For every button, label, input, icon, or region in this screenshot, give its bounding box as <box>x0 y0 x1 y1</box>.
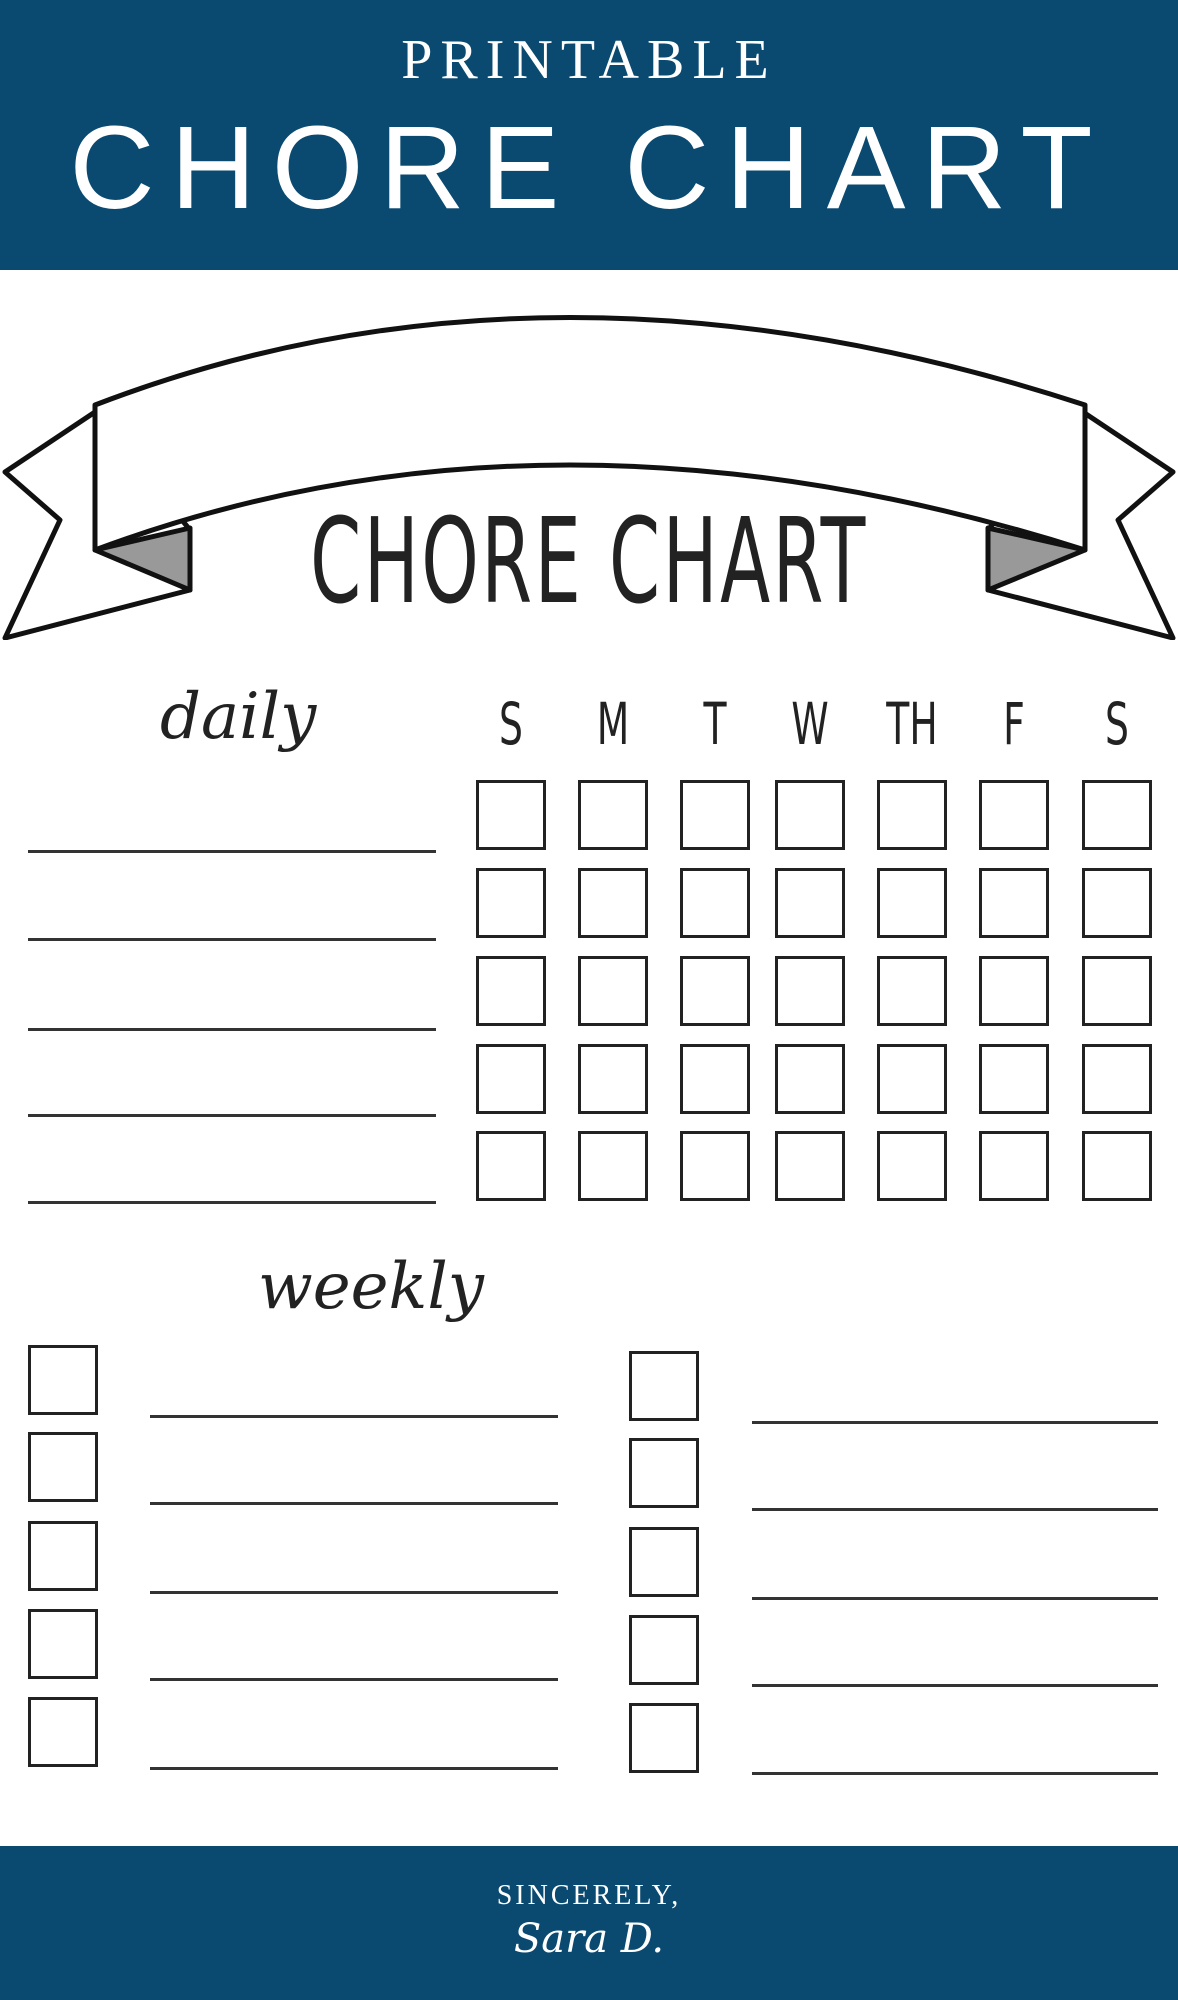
daily-checkbox[interactable] <box>775 868 845 938</box>
weekly-chore-line[interactable] <box>150 1591 558 1594</box>
daily-chore-line[interactable] <box>28 1201 436 1204</box>
header-title: CHORE CHART <box>69 102 1109 234</box>
weekly-chore-line[interactable] <box>752 1508 1158 1511</box>
weekly-chore-line[interactable] <box>752 1772 1158 1775</box>
daily-checkbox[interactable] <box>877 1044 947 1114</box>
weekly-chore-line[interactable] <box>150 1767 558 1770</box>
weekly-chore-line[interactable] <box>752 1421 1158 1424</box>
daily-checkbox[interactable] <box>775 1131 845 1201</box>
daily-checkbox[interactable] <box>979 1044 1049 1114</box>
daily-checkbox[interactable] <box>877 956 947 1026</box>
daily-checkbox[interactable] <box>877 780 947 850</box>
weekly-checkbox[interactable] <box>629 1351 699 1421</box>
daily-checkbox[interactable] <box>680 780 750 850</box>
daily-checkbox[interactable] <box>979 868 1049 938</box>
daily-checkbox[interactable] <box>680 868 750 938</box>
footer-signature: Sara D. <box>513 1916 665 1962</box>
daily-checkbox[interactable] <box>775 956 845 1026</box>
header-banner: PRINTABLE CHORE CHART <box>0 0 1178 270</box>
day-header: W <box>791 690 829 758</box>
weekly-checkbox[interactable] <box>28 1345 98 1415</box>
weekly-chore-line[interactable] <box>150 1502 558 1505</box>
day-header: T <box>703 690 727 758</box>
weekly-chore-line[interactable] <box>752 1684 1158 1687</box>
daily-checkbox[interactable] <box>979 780 1049 850</box>
daily-chore-line[interactable] <box>28 938 436 941</box>
daily-checkbox[interactable] <box>476 956 546 1026</box>
daily-checkbox[interactable] <box>578 1044 648 1114</box>
daily-checkbox[interactable] <box>578 780 648 850</box>
day-header: M <box>596 690 630 758</box>
weekly-chore-line[interactable] <box>150 1415 558 1418</box>
daily-chore-line[interactable] <box>28 1028 436 1031</box>
daily-checkbox[interactable] <box>1082 1131 1152 1201</box>
daily-checkbox[interactable] <box>775 780 845 850</box>
daily-checkbox[interactable] <box>680 956 750 1026</box>
day-header: S <box>1105 690 1129 758</box>
weekly-checkbox[interactable] <box>629 1615 699 1685</box>
weekly-checkbox[interactable] <box>28 1521 98 1591</box>
daily-checkbox[interactable] <box>1082 780 1152 850</box>
daily-checkbox[interactable] <box>1082 956 1152 1026</box>
day-header: F <box>1003 690 1025 758</box>
daily-checkbox[interactable] <box>979 956 1049 1026</box>
daily-checkbox[interactable] <box>476 1131 546 1201</box>
header-subtitle: PRINTABLE <box>401 29 777 91</box>
daily-checkbox[interactable] <box>1082 1044 1152 1114</box>
daily-checkbox[interactable] <box>680 1131 750 1201</box>
daily-checkbox[interactable] <box>476 868 546 938</box>
daily-label: daily <box>160 680 317 754</box>
daily-chore-line[interactable] <box>28 850 436 853</box>
daily-checkbox[interactable] <box>877 1131 947 1201</box>
daily-checkbox[interactable] <box>1082 868 1152 938</box>
daily-checkbox[interactable] <box>877 868 947 938</box>
weekly-chore-line[interactable] <box>752 1597 1158 1600</box>
daily-checkbox[interactable] <box>578 868 648 938</box>
daily-checkbox[interactable] <box>979 1131 1049 1201</box>
daily-checkbox[interactable] <box>578 1131 648 1201</box>
weekly-checkbox[interactable] <box>28 1609 98 1679</box>
footer-banner: SINCERELY, Sara D. <box>0 1846 1178 2000</box>
weekly-label: weekly <box>258 1250 484 1324</box>
footer-sincerely: SINCERELY, <box>496 1880 682 1911</box>
daily-checkbox[interactable] <box>476 1044 546 1114</box>
weekly-checkbox[interactable] <box>629 1703 699 1773</box>
weekly-checkbox[interactable] <box>28 1697 98 1767</box>
weekly-chore-line[interactable] <box>150 1678 558 1681</box>
daily-chore-line[interactable] <box>28 1114 436 1117</box>
daily-checkbox[interactable] <box>578 956 648 1026</box>
ribbon-banner <box>2 315 1176 640</box>
day-header: TH <box>886 690 938 758</box>
weekly-checkbox[interactable] <box>629 1527 699 1597</box>
daily-checkbox[interactable] <box>476 780 546 850</box>
chart-title: CHORE CHART <box>310 492 868 630</box>
daily-checkbox[interactable] <box>680 1044 750 1114</box>
day-header: S <box>499 690 523 758</box>
weekly-checkbox[interactable] <box>629 1438 699 1508</box>
weekly-checkbox[interactable] <box>28 1432 98 1502</box>
daily-checkbox[interactable] <box>775 1044 845 1114</box>
